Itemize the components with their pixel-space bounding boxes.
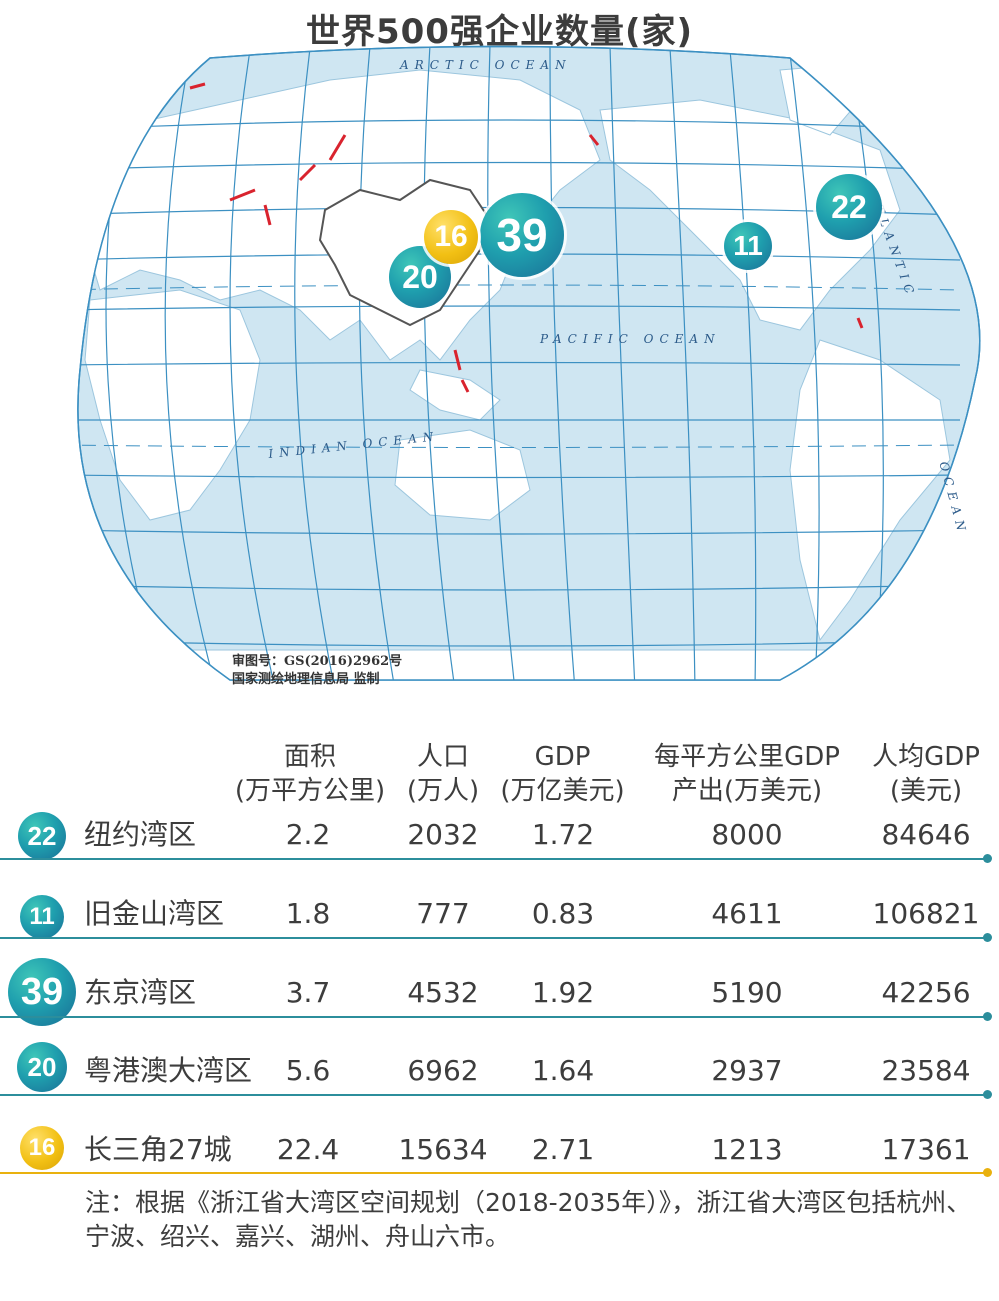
arctic-ocean-label: ARCTIC OCEAN [400,58,572,72]
footnote: 注：根据《浙江省大湾区空间规划（2018-2035年）》，浙江省大湾区包括杭州、… [85,1188,972,1251]
bubble-yrd: 16 [424,210,478,264]
cell-population: 777 [416,897,470,930]
cell-gdp-per-capita: 17361 [881,1133,971,1166]
world-map-graphic [77,45,981,681]
bubble-gba: 20 [389,246,451,308]
row-divider [0,937,985,939]
header-gdp: GDP (万亿美元) [500,742,625,806]
row-name: 纽约湾区 [84,818,197,851]
header-gdp-per-capita: 人均GDP (美元) [872,742,980,806]
row-badge: 22 [18,812,66,860]
row-divider [0,1016,985,1018]
row-badge: 20 [17,1042,67,1092]
map-credit-line1: 审图号：GS(2016)2962号 [232,654,403,669]
cell-population: 2032 [407,818,479,851]
world-map: ARCTIC OCEAN PACIFIC OCEAN INDIAN OCEAN … [0,40,999,700]
map-credit-line2: 国家测绘地理信息局 监制 [232,672,380,687]
cell-gdp: 1.72 [531,818,595,851]
cell-area: 2.2 [285,818,331,851]
cell-area: 1.8 [285,897,331,930]
cell-gdp: 2.71 [531,1133,595,1166]
cell-area: 5.6 [285,1054,331,1087]
cell-gdp-per-km: 5190 [711,976,783,1009]
row-divider-dot [983,854,992,863]
row-name: 旧金山湾区 [84,897,225,930]
pacific-ocean-label: PACIFIC OCEAN [540,332,721,346]
cell-gdp-per-capita: 23584 [881,1054,971,1087]
row-name: 粤港澳大湾区 [84,1054,253,1087]
row-name: 长三角27城 [84,1133,232,1166]
cell-gdp: 1.64 [531,1054,595,1087]
row-divider [0,1172,985,1174]
row-divider-dot [983,1012,992,1021]
cell-area: 22.4 [276,1133,340,1166]
row-divider [0,1094,985,1096]
cell-gdp-per-km: 1213 [711,1133,783,1166]
antarctica-land [119,649,901,680]
header-population: 人口 (万人) [406,742,480,806]
row-badge: 39 [8,958,76,1026]
row-divider [0,858,985,860]
row-divider-dot [983,1090,992,1099]
cell-population: 6962 [407,1054,479,1087]
row-badge: 16 [20,1126,64,1170]
bubble-sanfrancisco: 11 [724,222,772,270]
row-divider-dot [983,933,992,942]
cell-gdp-per-km: 8000 [711,818,783,851]
chart-title: 世界500强企业数量(家) [305,12,694,52]
cell-gdp: 0.83 [531,897,595,930]
cell-area: 3.7 [285,976,331,1009]
row-name: 东京湾区 [84,976,197,1009]
cell-gdp-per-km: 4611 [711,897,783,930]
cell-gdp-per-capita: 42256 [881,976,971,1009]
cell-population: 15634 [398,1133,488,1166]
header-gdp-per-km: 每平方公里GDP 产出(万美元) [654,742,840,806]
row-badge: 11 [20,895,64,939]
header-area: 面积 (万平方公里) [234,742,386,806]
bubble-newyork: 22 [816,174,882,240]
cell-gdp-per-capita: 84646 [881,818,971,851]
south-america-land [789,339,951,642]
australia-land [394,429,531,521]
cell-population: 4532 [407,976,479,1009]
bubble-tokyo: 39 [480,193,564,277]
row-divider-dot [983,1168,992,1177]
cell-gdp-per-km: 2937 [711,1054,783,1087]
cell-gdp: 1.92 [531,976,595,1009]
cell-gdp-per-capita: 106821 [872,897,980,930]
